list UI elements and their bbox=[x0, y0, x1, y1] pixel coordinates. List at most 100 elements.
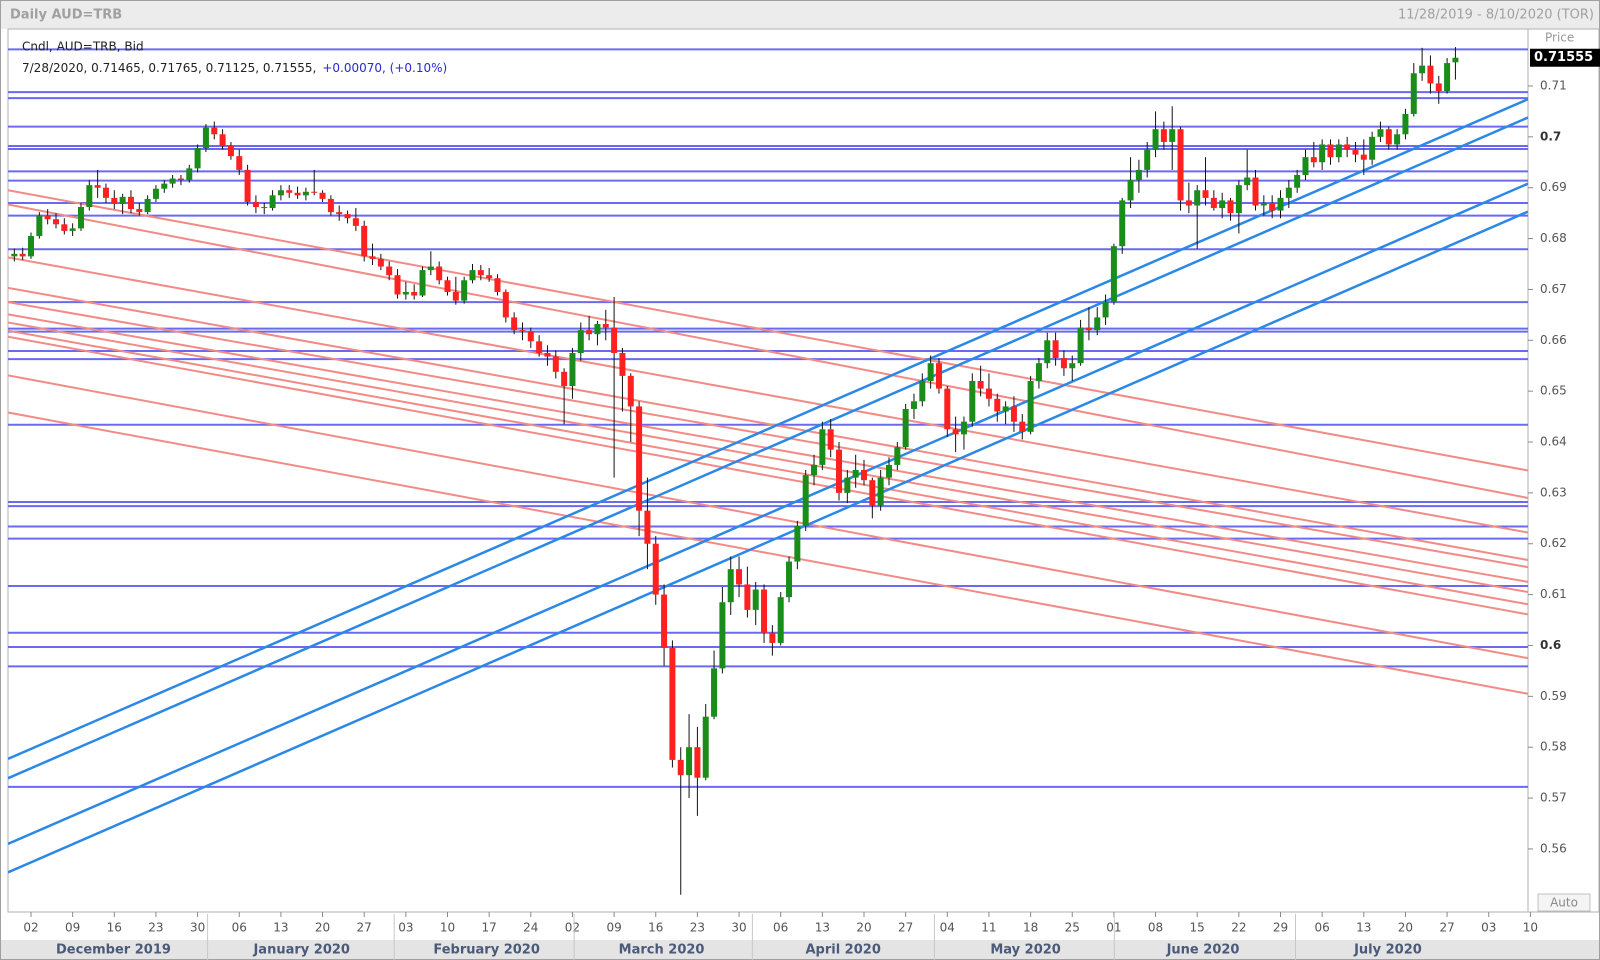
x-tick-label: 09 bbox=[606, 921, 621, 935]
candle-body bbox=[1219, 200, 1226, 209]
candle-body bbox=[819, 429, 826, 465]
candle-body bbox=[28, 236, 34, 257]
candle-body bbox=[1027, 380, 1034, 432]
candle-body bbox=[286, 190, 293, 193]
x-tick-label: 18 bbox=[1023, 921, 1038, 935]
candle-body bbox=[794, 525, 801, 562]
y-tick-label: 0.61 bbox=[1540, 587, 1567, 601]
candle-body bbox=[1319, 144, 1326, 163]
candle-body bbox=[1010, 406, 1017, 422]
candle-body bbox=[1352, 149, 1359, 155]
candle-body bbox=[1144, 149, 1151, 170]
last-price-box bbox=[1530, 48, 1600, 67]
candle-body bbox=[127, 196, 134, 210]
x-tick-label: 29 bbox=[1273, 921, 1288, 935]
candle-body bbox=[1227, 200, 1234, 214]
y-tick-label: 0.65 bbox=[1540, 384, 1567, 398]
candle-body bbox=[1260, 202, 1267, 206]
candle-body bbox=[561, 371, 568, 387]
candle-body bbox=[519, 330, 526, 332]
candle-body bbox=[1202, 190, 1209, 198]
resistance-line bbox=[8, 335, 1528, 616]
candle-body bbox=[227, 145, 234, 157]
candle-body bbox=[652, 543, 659, 595]
candle-body bbox=[944, 388, 951, 430]
candle-body bbox=[1402, 113, 1409, 135]
candle-body bbox=[1302, 157, 1309, 175]
x-tick-label: 24 bbox=[523, 921, 538, 935]
x-tick-label: 03 bbox=[398, 921, 413, 935]
x-tick-label: 27 bbox=[898, 921, 913, 935]
x-tick-label: 11 bbox=[981, 921, 996, 935]
candle-body bbox=[1435, 83, 1442, 92]
x-tick-label: 04 bbox=[940, 921, 955, 935]
month-label: February 2020 bbox=[433, 943, 540, 958]
y-tick-label: 0.56 bbox=[1540, 841, 1567, 855]
x-tick-label: 16 bbox=[648, 921, 663, 935]
candle-body bbox=[494, 278, 501, 292]
candle-body bbox=[169, 178, 176, 184]
candle-body bbox=[1035, 363, 1042, 381]
resistance-line bbox=[8, 374, 1528, 660]
candle-body bbox=[686, 747, 693, 776]
auto-button[interactable] bbox=[1537, 893, 1591, 912]
candle-body bbox=[511, 317, 518, 331]
x-tick-label: 27 bbox=[1439, 921, 1454, 935]
candle-body bbox=[719, 602, 726, 669]
candle-body bbox=[569, 353, 576, 387]
candle-body bbox=[844, 477, 851, 493]
resistance-line bbox=[8, 189, 1528, 472]
candle-body bbox=[1152, 129, 1159, 150]
candle-body bbox=[394, 275, 401, 295]
candle-body bbox=[77, 207, 84, 229]
x-tick-label: 23 bbox=[690, 921, 705, 935]
candle-body bbox=[777, 597, 784, 643]
candle-body bbox=[586, 330, 593, 335]
last-price-label: 0.71555 bbox=[1534, 50, 1593, 65]
x-tick-label: 30 bbox=[190, 921, 205, 935]
candle-body bbox=[927, 363, 934, 381]
candle-body bbox=[144, 198, 151, 213]
candle-body bbox=[1444, 63, 1451, 92]
candle-body bbox=[919, 380, 926, 402]
candle-body bbox=[1069, 363, 1076, 369]
candle-body bbox=[1085, 327, 1092, 331]
candle-body bbox=[702, 716, 709, 778]
y-tick-label: 0.57 bbox=[1540, 791, 1567, 805]
candle-body bbox=[352, 218, 359, 226]
candle-body bbox=[427, 266, 434, 271]
x-tick-label: 30 bbox=[731, 921, 746, 935]
y-axis-title: Price bbox=[1545, 31, 1574, 45]
candle-body bbox=[219, 134, 226, 146]
candle-body bbox=[1135, 169, 1142, 181]
y-tick-label: 0.6 bbox=[1540, 638, 1561, 652]
candle-body bbox=[1427, 65, 1434, 84]
auto-button-label[interactable]: Auto bbox=[1550, 896, 1578, 910]
candle-body bbox=[1419, 65, 1426, 74]
ohlc-values: 7/28/2020, 0.71465, 0.71765, 0.71125, 0.… bbox=[22, 61, 316, 75]
x-tick-label: 08 bbox=[1148, 921, 1163, 935]
y-tick-label: 0.7 bbox=[1540, 129, 1561, 143]
candle-body bbox=[69, 228, 76, 231]
candle-body bbox=[186, 168, 193, 181]
candle-body bbox=[294, 192, 301, 196]
candle-body bbox=[1452, 57, 1459, 63]
x-tick-label: 09 bbox=[65, 921, 80, 935]
candle-body bbox=[1119, 200, 1126, 247]
candle-body bbox=[44, 215, 51, 220]
header-bar bbox=[0, 0, 1600, 29]
candle-body bbox=[61, 224, 68, 231]
candle-body bbox=[502, 291, 509, 318]
candle-body bbox=[869, 480, 876, 506]
y-tick-label: 0.58 bbox=[1540, 740, 1567, 754]
candle-body bbox=[894, 447, 901, 465]
candle-body bbox=[1277, 197, 1284, 211]
candle-body bbox=[836, 449, 843, 493]
x-tick-label: 13 bbox=[273, 921, 288, 935]
candle-body bbox=[252, 201, 259, 208]
candle-body bbox=[302, 191, 309, 196]
candle-body bbox=[152, 188, 159, 199]
plot-area bbox=[8, 47, 1528, 895]
candle-body bbox=[1210, 197, 1217, 209]
